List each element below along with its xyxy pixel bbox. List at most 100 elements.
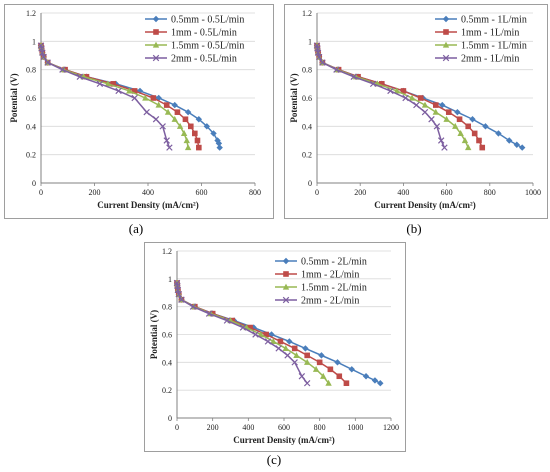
data-point xyxy=(432,108,439,115)
legend-marker xyxy=(282,296,290,304)
data-point xyxy=(189,303,197,310)
x-axis-title: Current Density (mA/cm²) xyxy=(374,200,476,210)
y-tick-label: 0.4 xyxy=(26,122,36,131)
legend-label: 1mm - 1L/min xyxy=(461,28,519,39)
y-tick-label: 1.2 xyxy=(302,9,312,18)
x-tick-label: 200 xyxy=(89,188,101,197)
y-tick-label: 0 xyxy=(168,414,172,423)
y-axis-title: Potential (V) xyxy=(289,73,299,122)
data-point xyxy=(402,94,409,102)
data-point xyxy=(171,101,178,109)
x-tick-label: 800 xyxy=(314,423,326,432)
data-point xyxy=(421,108,429,116)
x-tick-label: 0 xyxy=(39,188,43,197)
series-line-x xyxy=(176,282,308,384)
data-point xyxy=(327,366,334,373)
data-point xyxy=(166,144,173,151)
legend-label: 0.5mm - 2L/min xyxy=(301,257,367,268)
data-point xyxy=(104,80,112,87)
legend-marker xyxy=(152,15,160,23)
data-point xyxy=(379,81,385,87)
y-tick-label: 0.6 xyxy=(26,94,36,103)
data-point xyxy=(433,102,439,108)
data-point xyxy=(268,331,275,338)
data-point xyxy=(194,137,201,144)
data-point xyxy=(239,324,247,331)
legend-marker xyxy=(152,41,160,48)
data-point xyxy=(210,130,217,137)
legend-marker xyxy=(152,54,160,62)
data-point xyxy=(44,59,51,66)
legend-marker xyxy=(443,29,449,35)
legend-marker xyxy=(153,29,159,35)
data-point xyxy=(482,123,489,130)
legend-label: 2mm - 0.5L/min xyxy=(171,54,237,65)
data-point xyxy=(203,123,211,130)
data-point xyxy=(164,108,172,115)
data-point xyxy=(298,373,306,380)
data-point xyxy=(247,324,253,331)
data-point xyxy=(320,372,327,379)
data-point xyxy=(163,102,170,108)
data-point xyxy=(163,137,170,144)
data-point xyxy=(333,66,340,73)
x-tick-label: 0 xyxy=(175,423,179,432)
x-tick-label: 400 xyxy=(397,188,409,197)
data-point xyxy=(433,123,441,130)
data-point xyxy=(176,122,184,129)
data-point xyxy=(513,141,520,148)
data-point xyxy=(142,94,149,101)
data-point xyxy=(192,130,198,137)
y-axis-title: Potential (V) xyxy=(149,310,159,359)
legend-marker xyxy=(442,54,450,62)
data-point xyxy=(282,345,289,352)
data-point xyxy=(377,380,384,387)
legend-label: 2mm - 1L/min xyxy=(461,54,519,65)
chart-svg-c: 0 0.2 0.4 0.6 0.8 1 1.2 0 200 400 600 800 1000 1200 Cu… xyxy=(149,247,399,445)
data-point xyxy=(393,87,401,94)
data-point xyxy=(454,108,461,116)
x-tick-label: 1000 xyxy=(525,188,541,197)
series-line-square xyxy=(316,45,483,148)
y-tick-label: 0.8 xyxy=(26,66,36,75)
data-point xyxy=(469,116,476,123)
x-axis-title: Current Density (mA/cm²) xyxy=(97,200,199,210)
x-tick-label: 400 xyxy=(242,423,254,432)
caption-a: (a) xyxy=(128,221,144,236)
data-point xyxy=(184,144,192,151)
data-point xyxy=(286,338,293,345)
data-point xyxy=(216,144,223,151)
data-point xyxy=(182,116,189,123)
data-point xyxy=(452,122,459,129)
x-tick-label: 600 xyxy=(441,188,453,197)
data-point xyxy=(115,87,122,95)
data-point xyxy=(215,140,223,147)
x-tick-label: 800 xyxy=(249,188,261,197)
y-tick-label: 0.6 xyxy=(302,94,312,103)
y-tick-label: 1 xyxy=(168,275,172,284)
chart-svg-a: 0 0.2 0.4 0.6 0.8 1 1.2 0 200 400 600 800 Current De… xyxy=(9,9,261,210)
chart-panel-a: 0 0.2 0.4 0.6 0.8 1 1.2 0 200 400 600 800 Current De… xyxy=(4,4,274,219)
series-line-triangle xyxy=(316,45,469,148)
data-point xyxy=(175,290,183,298)
data-point xyxy=(408,94,416,101)
x-tick-label: 0 xyxy=(315,188,319,197)
data-point xyxy=(303,379,311,387)
legend-label: 2mm - 2L/min xyxy=(301,296,359,307)
data-point xyxy=(348,366,355,373)
data-point xyxy=(40,53,47,61)
data-point xyxy=(183,137,190,144)
y-tick-label: 0 xyxy=(32,179,36,188)
data-point xyxy=(96,80,104,88)
data-point xyxy=(443,115,450,122)
data-point xyxy=(59,66,66,73)
data-point xyxy=(263,331,269,338)
data-point xyxy=(223,317,231,324)
data-point xyxy=(441,144,448,151)
y-tick-label: 1.2 xyxy=(26,9,36,18)
legend-label: 1mm - 0.5L/min xyxy=(171,28,237,39)
data-point xyxy=(465,144,472,151)
y-tick-label: 0.2 xyxy=(162,386,172,395)
x-tick-label: 800 xyxy=(484,188,496,197)
caption-b: (b) xyxy=(406,221,422,236)
